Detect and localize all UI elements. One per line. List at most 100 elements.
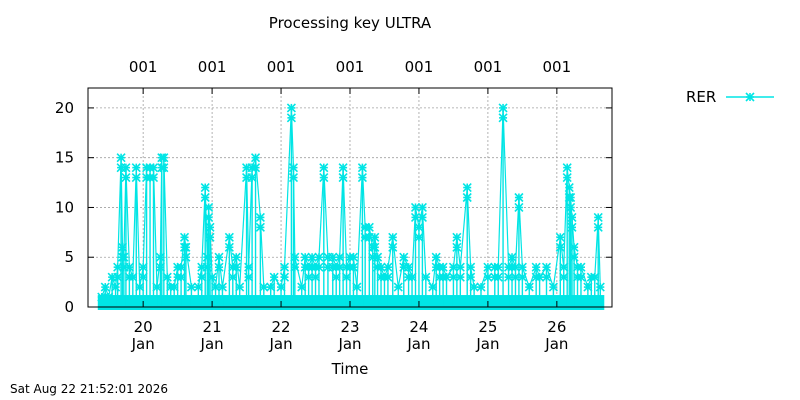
- x-axis-label: Time: [331, 360, 369, 378]
- data-point-secondary: [466, 272, 476, 282]
- series-line-segment: [283, 107, 292, 268]
- data-point-secondary: [514, 202, 524, 213]
- data-point: [119, 252, 129, 262]
- data-point-secondary: [204, 212, 214, 222]
- data-point-secondary: [410, 212, 421, 222]
- data-point-secondary: [593, 222, 603, 232]
- data-point: [176, 262, 186, 272]
- data-point: [370, 232, 380, 242]
- data-point: [524, 282, 534, 292]
- data-layer: [97, 103, 605, 310]
- data-point: [376, 262, 386, 272]
- data-point: [111, 282, 121, 292]
- data-point-secondary: [290, 262, 300, 272]
- top-tick-label: 001: [129, 58, 158, 76]
- data-point: [204, 202, 214, 213]
- data-point: [155, 252, 165, 262]
- y-tick-label: 10: [55, 198, 74, 216]
- top-tick-label: 001: [405, 58, 434, 76]
- data-point: [455, 262, 465, 272]
- data-point: [269, 272, 279, 282]
- data-point: [593, 212, 603, 222]
- series-line-segment: [239, 167, 248, 288]
- data-point-secondary: [231, 262, 241, 272]
- data-point: [535, 272, 545, 282]
- data-point: [307, 252, 317, 262]
- data-point: [100, 282, 110, 292]
- data-point: [388, 232, 398, 242]
- data-point: [431, 252, 441, 262]
- data-point: [288, 163, 299, 173]
- data-point-secondary: [562, 173, 572, 183]
- data-point: [441, 272, 452, 282]
- data-point-secondary: [155, 262, 165, 272]
- top-tick-label: 001: [267, 58, 296, 76]
- data-point: [135, 282, 145, 292]
- data-point: [314, 252, 324, 262]
- x-tick-label-day: 25: [478, 318, 497, 336]
- data-point-secondary: [138, 272, 148, 282]
- data-point: [428, 282, 438, 292]
- data-point: [452, 232, 462, 242]
- data-point: [250, 153, 261, 163]
- data-point: [569, 242, 579, 252]
- series-line-segment: [356, 167, 364, 288]
- series-line-segment: [294, 257, 303, 288]
- data-point: [224, 232, 234, 242]
- series-line-segment: [318, 167, 325, 258]
- data-point: [116, 153, 126, 163]
- data-point: [407, 272, 417, 282]
- data-point: [255, 212, 265, 222]
- data-point-secondary: [414, 232, 424, 242]
- data-point-secondary: [181, 252, 191, 262]
- data-point: [417, 202, 427, 213]
- data-point: [531, 262, 541, 272]
- series-line-segment: [185, 247, 193, 288]
- data-point: [595, 282, 605, 292]
- data-point: [259, 282, 269, 292]
- data-point: [297, 282, 307, 292]
- x-tick-label-day: 22: [272, 318, 291, 336]
- data-point: [357, 163, 367, 173]
- data-point-secondary: [483, 272, 493, 282]
- top-tick-label: 001: [198, 58, 227, 76]
- data-point: [207, 272, 217, 282]
- data-point: [169, 282, 179, 292]
- legend: RER: [686, 88, 776, 106]
- data-point: [498, 103, 508, 113]
- data-point-secondary: [224, 242, 234, 252]
- data-point-secondary: [214, 262, 224, 272]
- data-point: [364, 222, 374, 232]
- data-point: [576, 262, 586, 272]
- data-point-secondary: [244, 272, 254, 282]
- data-point: [128, 272, 138, 282]
- x-tick-label-month: Jan: [475, 335, 499, 353]
- data-point: [590, 272, 600, 282]
- data-point: [97, 292, 107, 302]
- data-point: [121, 163, 131, 173]
- data-point: [555, 232, 565, 242]
- data-point: [266, 282, 276, 292]
- data-point-secondary: [131, 173, 141, 183]
- x-tick-label-month: Jan: [406, 335, 430, 353]
- data-point: [181, 242, 191, 252]
- data-point: [393, 282, 403, 292]
- data-point: [476, 282, 486, 292]
- data-point-secondary: [205, 232, 215, 242]
- data-point: [290, 252, 300, 262]
- data-point: [210, 282, 221, 292]
- data-point-secondary: [498, 113, 508, 123]
- data-point-secondary: [569, 252, 579, 262]
- data-point: [462, 182, 472, 193]
- data-point: [205, 222, 215, 232]
- data-point: [152, 282, 162, 292]
- series-line-segment: [387, 237, 394, 268]
- data-point: [124, 262, 134, 272]
- data-point-secondary: [448, 272, 458, 282]
- data-point: [517, 262, 527, 272]
- data-point: [466, 262, 476, 272]
- x-tick-label-month: Jan: [131, 335, 155, 353]
- data-point: [404, 262, 414, 272]
- data-point-secondary: [357, 173, 367, 183]
